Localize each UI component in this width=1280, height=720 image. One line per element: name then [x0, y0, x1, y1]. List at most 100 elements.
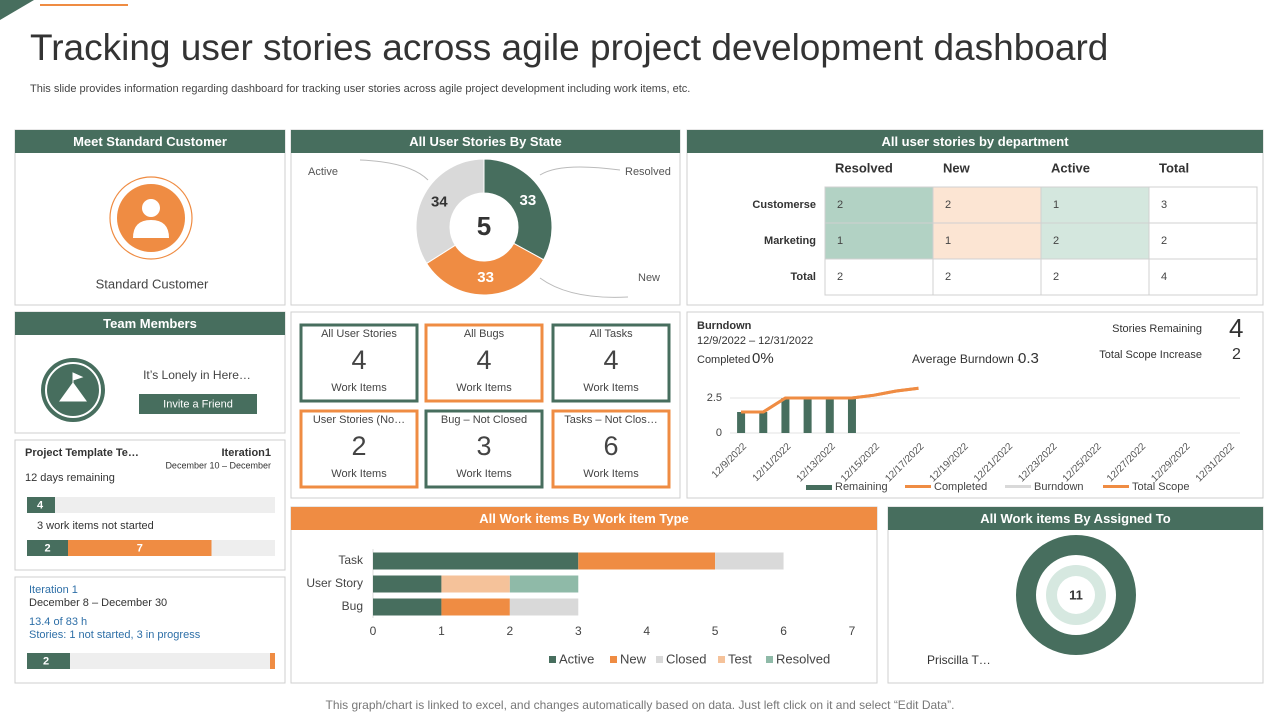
x-tick-label: 2 [507, 624, 514, 638]
segment-label: 2 [44, 542, 50, 554]
legend-label: Test [728, 651, 752, 666]
invite-button[interactable] [139, 394, 257, 414]
cell-value: 1 [1053, 199, 1059, 211]
panel-header [15, 130, 285, 153]
remaining-value: 4 [1229, 313, 1243, 343]
avatar [117, 184, 185, 252]
line [741, 386, 919, 414]
burndown-title: Burndown [697, 320, 752, 332]
team-icon-ring [45, 362, 101, 418]
bar [759, 412, 768, 433]
team-icon-figure [59, 372, 87, 402]
invite-button-label[interactable]: Invite a Friend [163, 398, 233, 410]
legend-swatch [610, 656, 617, 663]
row-header: Customerse [752, 199, 816, 211]
tile-title: All User Stories [321, 328, 397, 340]
tile-title: All Tasks [589, 328, 633, 340]
burndown-range: 12/9/2022 – 12/31/2022 [697, 335, 813, 347]
iteration-name: Iteration 1 [29, 584, 78, 596]
progress-track [27, 653, 275, 669]
page-title: Tracking user stories across agile proje… [30, 27, 1108, 68]
slice-category: Active [308, 166, 338, 178]
table-cell [824, 258, 934, 296]
tile [551, 323, 671, 403]
callout [359, 159, 429, 181]
x-tick-label: 3 [575, 624, 582, 638]
tile-value: 3 [476, 431, 491, 461]
bar-segment [715, 552, 784, 570]
slice-category: New [638, 272, 660, 284]
cell-value: 2 [1161, 235, 1167, 247]
team-message: It’s Lonely in Here… [143, 368, 251, 382]
column-header: Active [1051, 160, 1090, 175]
bar [781, 398, 790, 433]
tile-title: Bug – Not Closed [441, 414, 527, 426]
tile-unit: Work Items [583, 382, 639, 394]
slice-category: Resolved [625, 166, 671, 178]
y-tick-label: Bug [342, 599, 363, 613]
panel-header [291, 130, 680, 153]
panel-title: All user stories by department [881, 134, 1069, 149]
x-tick-label: 5 [712, 624, 719, 638]
legend-swatch [766, 656, 773, 663]
tile-value: 2 [351, 431, 366, 461]
panel-header [15, 312, 285, 335]
tile-unit: Work Items [456, 382, 512, 394]
progress-track [27, 497, 275, 513]
cell-value: 2 [1053, 271, 1059, 283]
customer-name: Standard Customer [96, 276, 209, 291]
completed-value: 0% [752, 350, 774, 367]
progress-label: 4 [37, 499, 44, 511]
tile-value: 6 [603, 431, 618, 461]
tile-title: All Bugs [464, 328, 505, 340]
slice-label: 34 [431, 193, 448, 210]
iteration-stories: Stories: 1 not started, 3 in progress [29, 629, 201, 641]
tile [299, 409, 419, 489]
panel-header [888, 507, 1263, 530]
bar-segment [578, 552, 716, 570]
progress-label: 2 [43, 655, 49, 667]
tile-value: 4 [603, 345, 618, 375]
x-tick-label: 4 [643, 624, 650, 638]
legend-label: New [620, 651, 647, 666]
tile [299, 323, 419, 403]
panel-title: All User Stories By State [409, 134, 561, 149]
y-tick-label: 2.5 [707, 392, 722, 404]
cell-value: 1 [837, 235, 843, 247]
legend-label: Remaining [835, 481, 888, 493]
footer-note: This graph/chart is linked to excel, and… [326, 698, 955, 712]
x-tick-label: 0 [370, 624, 377, 638]
average-label: Average Burndown - [912, 352, 1021, 366]
cell-value: 1 [945, 235, 951, 247]
not-started-text: 3 work items not started [37, 520, 154, 532]
avatar-head [142, 199, 160, 217]
donut-center: 5 [477, 211, 491, 241]
y-tick-label: User Story [306, 576, 363, 590]
bar [737, 412, 746, 433]
tile [424, 323, 544, 403]
days-remaining: 12 days remaining [25, 472, 115, 484]
panel-title: Meet Standard Customer [73, 134, 227, 149]
tile-unit: Work Items [331, 468, 387, 480]
cell-value: 2 [945, 271, 951, 283]
x-tick-label: 1 [438, 624, 445, 638]
avatar-body [133, 220, 169, 238]
slice-label: 33 [477, 269, 494, 286]
scope-label: Total Scope Increase [1099, 349, 1202, 361]
cell-value: 2 [1053, 235, 1059, 247]
panel-title: All Work items By Assigned To [980, 511, 1171, 526]
iteration-dates: December 8 – December 30 [29, 597, 167, 609]
panel-title: Team Members [103, 316, 197, 331]
corner-decoration [0, 0, 34, 20]
bar-segment [509, 575, 579, 593]
cell-value: 2 [837, 199, 843, 211]
panel [290, 506, 878, 684]
tile-title: Tasks – Not Clos… [564, 414, 658, 426]
progress-bar [27, 497, 55, 513]
legend-label: Completed [934, 481, 987, 493]
x-tick-label: 6 [780, 624, 787, 638]
legend-swatch [718, 656, 725, 663]
cell-value: 2 [945, 199, 951, 211]
x-tick-label: 7 [849, 624, 856, 638]
legend-swatch [656, 656, 663, 663]
